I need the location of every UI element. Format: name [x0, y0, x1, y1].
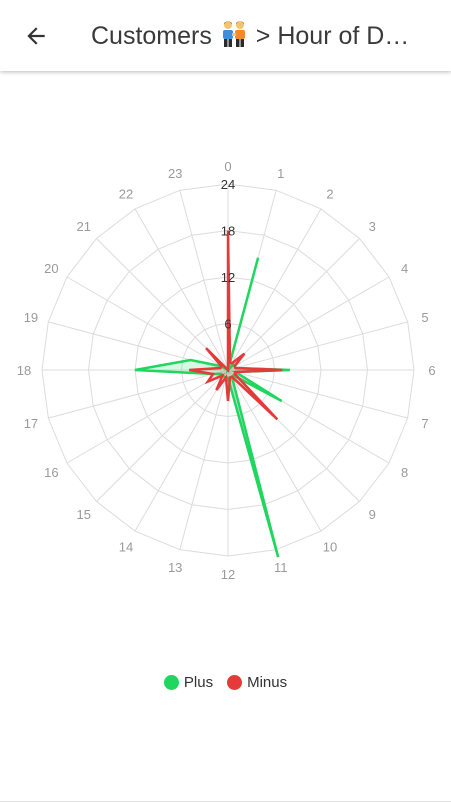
- category-label: 2: [326, 186, 333, 201]
- category-label: 9: [369, 507, 376, 522]
- grid-spoke: [227, 208, 322, 371]
- grid-spoke: [96, 369, 229, 502]
- radial-tick-label: 12: [221, 270, 235, 285]
- grid-spoke: [227, 369, 322, 532]
- category-label: 3: [369, 219, 376, 234]
- title-suffix: > Hour of D…: [255, 22, 410, 50]
- radar-chart: 0 123456789101112131415161718192021222361…: [17, 159, 436, 582]
- legend-marker-plus: [163, 674, 179, 690]
- category-label: 23: [168, 166, 182, 181]
- grid-spoke: [48, 369, 229, 419]
- arrow-left-icon: [27, 27, 45, 45]
- page-title: Customers > Hour of D…: [91, 19, 431, 57]
- category-label: 16: [44, 465, 58, 480]
- grid-spoke: [66, 276, 229, 371]
- category-label: 8: [401, 465, 408, 480]
- category-label: 0: [224, 159, 231, 174]
- people-holding-hands-icon: [219, 20, 249, 57]
- radial-tick-label: 18: [221, 224, 235, 239]
- grid-spoke: [227, 369, 408, 419]
- chart-legend: Plus Minus: [0, 670, 451, 694]
- title-text: Customers: [91, 22, 212, 50]
- grid-spoke: [134, 208, 229, 371]
- category-label: 21: [77, 219, 91, 234]
- category-label: 22: [119, 186, 133, 201]
- category-label: 11: [274, 560, 288, 575]
- category-label: 18: [17, 363, 31, 378]
- category-label: 7: [421, 416, 428, 431]
- category-label: 19: [24, 310, 38, 325]
- category-label: 17: [24, 416, 38, 431]
- category-label: 1: [277, 166, 284, 181]
- category-label: 4: [401, 261, 408, 276]
- radial-tick-label: 6: [224, 317, 231, 332]
- category-label: 12: [221, 567, 235, 582]
- category-label: 10: [323, 540, 337, 555]
- grid-spoke: [179, 190, 229, 371]
- category-label: 6: [428, 363, 435, 378]
- grid-spoke: [179, 369, 229, 550]
- legend-label-plus: Plus: [183, 673, 214, 691]
- grid-spoke: [134, 369, 229, 532]
- app-bar: Customers > Hour of D…: [0, 0, 451, 71]
- legend-item-plus[interactable]: Plus: [163, 673, 214, 691]
- legend-marker-minus: [227, 674, 243, 690]
- legend-item-minus[interactable]: Minus: [227, 674, 287, 691]
- series-minus-area: [189, 230, 283, 421]
- grid-spoke: [66, 369, 229, 464]
- category-label: 15: [77, 507, 91, 522]
- category-label: 5: [421, 310, 428, 325]
- back-button[interactable]: [14, 14, 58, 58]
- category-label: 14: [119, 540, 133, 555]
- grid-spoke: [227, 321, 408, 371]
- grid-spoke: [227, 276, 390, 371]
- legend-label-minus: Minus: [247, 673, 288, 691]
- grid-spoke: [227, 238, 360, 371]
- radial-tick-label: 24: [221, 177, 235, 192]
- category-label: 20: [44, 261, 58, 276]
- category-label: 13: [168, 560, 182, 575]
